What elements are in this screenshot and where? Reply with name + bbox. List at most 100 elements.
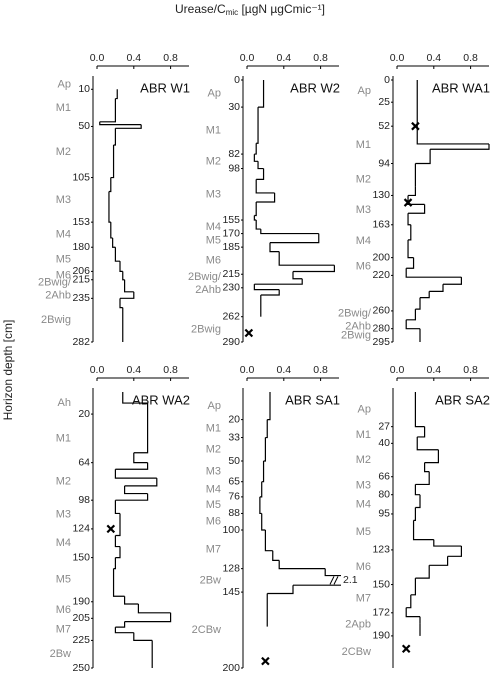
- horizon-label-line: Ap: [358, 403, 371, 415]
- marker-x: [244, 328, 254, 338]
- profile-step: [272, 550, 280, 561]
- x-tick-label: 0.8: [463, 364, 478, 376]
- marker-x: [261, 656, 270, 666]
- horizon-label-line: M2: [356, 454, 371, 466]
- profile-step: [263, 437, 266, 462]
- profile: [405, 392, 462, 636]
- horizon-label: M5: [356, 526, 371, 538]
- y-tick-label: 150: [72, 551, 90, 563]
- y-tick-label: 200: [372, 251, 390, 263]
- profile-step: [293, 265, 335, 273]
- profile-step: [115, 124, 142, 129]
- profile-step: [120, 291, 135, 299]
- horizon-label: M4: [56, 229, 71, 241]
- profile-step: [114, 535, 120, 548]
- horizon-label: M5: [56, 574, 71, 586]
- profile-step: [110, 145, 115, 179]
- horizon-label: M1: [56, 102, 71, 114]
- profile-step: [415, 494, 421, 509]
- y-tick-label: 10: [78, 83, 90, 95]
- profile-step: [115, 546, 121, 559]
- profile-step: [115, 462, 149, 470]
- y-tick-label: 33: [228, 431, 240, 443]
- y-tick-label: 190: [72, 596, 90, 608]
- y-tick-label: 235: [72, 292, 90, 304]
- y-tick-label: 205: [72, 612, 90, 624]
- profile-step: [415, 297, 421, 310]
- horizon-label-line: 2Bwig/: [188, 271, 222, 283]
- y-tick-label: 153: [72, 216, 90, 228]
- horizon-label-line: Ah: [58, 397, 71, 409]
- profile-step: [124, 485, 148, 495]
- horizon-label-line: M1: [56, 102, 71, 114]
- horizon-label-line: M7: [356, 593, 371, 605]
- horizon-label-line: M6: [356, 561, 371, 573]
- horizon-label: M5: [56, 253, 71, 265]
- horizon-label-line: M3: [56, 194, 71, 206]
- horizon-label-line: 2Bwig: [341, 329, 371, 341]
- profile-step: [261, 461, 265, 483]
- profile: [253, 80, 335, 317]
- y-tick-label: 185: [222, 241, 240, 253]
- profile-step: [113, 557, 116, 570]
- horizon-label: 2CBw: [342, 646, 371, 658]
- horizon-label-line: M3: [356, 204, 371, 216]
- profile-step: [114, 247, 120, 262]
- horizon-label: M2: [356, 454, 371, 466]
- x-tick-label: 0.0: [390, 52, 405, 64]
- profile-step: [420, 291, 430, 299]
- horizon-label-line: M5: [56, 574, 71, 586]
- horizon-label-line: Ap: [208, 400, 221, 412]
- marker-x: [106, 524, 116, 534]
- profile-step: [110, 222, 113, 239]
- horizon-label-line: 2Bwig/: [38, 276, 72, 288]
- profile-step: [447, 546, 462, 557]
- horizon-label-line: M4: [56, 229, 71, 241]
- y-tick-label: 295: [372, 336, 390, 348]
- y-tick-label: 50: [228, 455, 240, 467]
- profile-step: [115, 513, 121, 537]
- horizon-label: M2: [206, 443, 221, 455]
- horizon-label-line: M4: [206, 221, 221, 233]
- y-tick-label: 124: [72, 523, 90, 535]
- profile-step: [259, 481, 263, 498]
- horizon-label: M2: [206, 155, 221, 167]
- horizon-label-line: M1: [206, 422, 221, 434]
- marker-x: [411, 121, 420, 131]
- y-tick-label: 65: [228, 475, 240, 487]
- profile-step: [324, 568, 341, 577]
- horizon-label-line: M1: [356, 139, 371, 151]
- profile-step: [137, 603, 171, 614]
- profile-step: [256, 168, 265, 180]
- horizon-label: M6: [206, 255, 221, 267]
- horizon-label-line: M5: [356, 526, 371, 538]
- horizon-label: M3: [356, 204, 371, 216]
- y-tick-label: 20: [78, 408, 90, 420]
- horizon-label-line: M6: [206, 255, 221, 267]
- profile-step: [264, 530, 273, 552]
- horizon-label-line: M4: [356, 235, 371, 247]
- profile-step: [406, 309, 416, 321]
- marker-x: [401, 644, 411, 654]
- horizon-label: M3: [206, 465, 221, 477]
- profile-step: [254, 278, 303, 285]
- horizon-label-line: M6: [206, 516, 221, 528]
- marker-x: [403, 198, 413, 207]
- profile-step: [267, 585, 294, 595]
- horizon-label: M4: [56, 537, 71, 549]
- profile-step: [413, 507, 416, 521]
- profile-step: [258, 80, 265, 108]
- x-tick-label: 0.8: [163, 52, 178, 64]
- horizon-label: M7: [56, 623, 71, 635]
- horizon-label-line: M3: [356, 480, 371, 492]
- profile-step: [112, 237, 116, 248]
- horizon-label: M6: [356, 561, 371, 573]
- profile-step: [429, 284, 444, 292]
- y-tick-label: 95: [378, 508, 390, 520]
- horizon-label: M4: [206, 221, 221, 233]
- profile-step: [269, 242, 280, 253]
- horizon-label: M7: [356, 593, 371, 605]
- y-tick-label: 215: [72, 274, 90, 286]
- horizon-label-line: M5: [206, 234, 221, 246]
- y-tick-label: 260: [372, 305, 390, 317]
